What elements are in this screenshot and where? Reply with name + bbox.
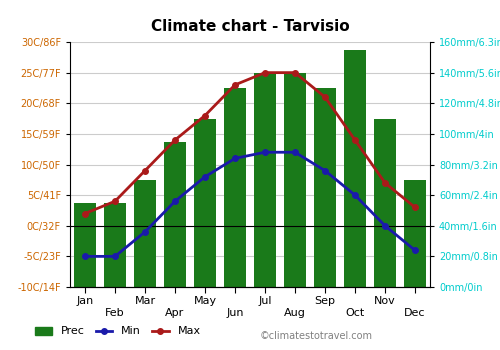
Text: Oct: Oct	[346, 308, 364, 319]
Bar	[164, 141, 186, 287]
Bar	[104, 203, 126, 287]
Bar	[374, 119, 396, 287]
Title: Climate chart - Tarvisio: Climate chart - Tarvisio	[150, 19, 350, 34]
Text: Aug: Aug	[284, 308, 306, 319]
Text: Jun: Jun	[226, 308, 244, 319]
Text: Dec: Dec	[404, 308, 426, 319]
Text: Feb: Feb	[105, 308, 125, 319]
Bar	[284, 73, 306, 287]
Text: Jan: Jan	[76, 296, 94, 306]
Text: May: May	[194, 296, 216, 306]
Text: Jul: Jul	[258, 296, 272, 306]
Bar	[314, 88, 336, 287]
Text: Apr: Apr	[166, 308, 184, 319]
Bar	[344, 50, 366, 287]
Bar	[254, 73, 276, 287]
Text: Mar: Mar	[134, 296, 156, 306]
Bar	[224, 88, 246, 287]
Bar	[134, 180, 156, 287]
Bar	[404, 180, 426, 287]
Legend: Prec, Min, Max: Prec, Min, Max	[30, 322, 205, 341]
Bar	[194, 119, 216, 287]
Text: Nov: Nov	[374, 296, 396, 306]
Text: ©climatestotravel.com: ©climatestotravel.com	[260, 331, 373, 341]
Text: Sep: Sep	[314, 296, 336, 306]
Bar	[74, 203, 96, 287]
